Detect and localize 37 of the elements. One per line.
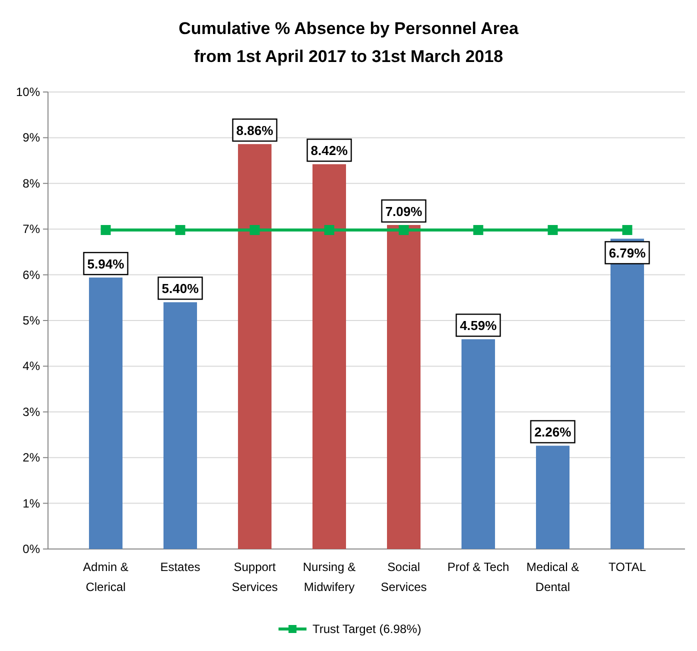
y-tick-label: 4% [22, 359, 40, 374]
data-label: 4.59% [460, 318, 498, 334]
chart-subtitle: from 1st April 2017 to 31st March 2018 [194, 47, 504, 66]
data-label: 5.94% [87, 256, 125, 272]
bar [88, 278, 123, 549]
y-tick-label: 9% [22, 130, 40, 145]
y-tick-label: 0% [22, 542, 40, 556]
bar [312, 164, 346, 549]
x-tick-label: Prof & Tech [447, 560, 510, 574]
y-tick-label: 10% [16, 85, 40, 99]
chart-title: Cumulative % Absence by Personnel Area [178, 19, 519, 38]
x-tick-label: Nursing & Midwifery [302, 560, 356, 594]
y-tick-label: 1% [22, 496, 40, 510]
x-tick-label: TOTAL [608, 560, 646, 574]
data-label: 8.42% [310, 143, 348, 158]
y-tick-label: 6% [22, 268, 40, 282]
y-tick-label: 7% [22, 222, 40, 236]
bar [238, 144, 272, 549]
y-tick-label: 2% [22, 450, 40, 465]
data-label: 7.09% [385, 204, 423, 219]
data-label: 5.40% [162, 281, 200, 296]
bar [461, 339, 496, 549]
bar [536, 446, 570, 549]
legend-label: Trust Target (6.98%) [312, 622, 422, 636]
y-tick-label: 8% [22, 176, 40, 190]
x-tick-label: Social Services [380, 560, 427, 594]
data-label: 8.86% [236, 123, 274, 138]
x-tick-label: Medical & Dental [526, 560, 580, 594]
data-label: 6.79% [608, 246, 646, 261]
bar [163, 302, 198, 549]
x-tick-label: Support Services [232, 560, 278, 594]
data-label: 2.26% [534, 424, 572, 440]
x-tick-label: Estates [160, 560, 200, 574]
bar [386, 224, 421, 549]
y-tick-label: 5% [22, 314, 40, 328]
x-tick-label: Admin & Clerical [83, 560, 128, 594]
y-tick-label: 3% [22, 404, 40, 419]
